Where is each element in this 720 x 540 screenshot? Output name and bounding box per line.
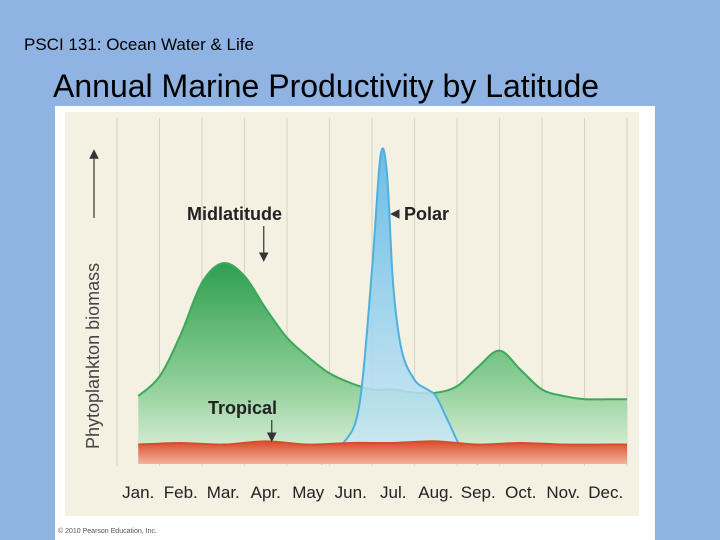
polar-area bbox=[321, 148, 479, 464]
x-tick-label: Sep. bbox=[461, 483, 496, 502]
copyright-text: © 2010 Pearson Education, Inc. bbox=[58, 528, 157, 535]
x-tick-label: May bbox=[292, 483, 325, 502]
midlatitude-area bbox=[138, 263, 627, 464]
x-tick-label: Jan. bbox=[122, 483, 154, 502]
x-tick-label: Aug. bbox=[418, 483, 453, 502]
y-axis-label: Phytoplankton biomass bbox=[83, 263, 103, 449]
tropical-area bbox=[138, 441, 627, 464]
x-tick-label: Apr. bbox=[251, 483, 281, 502]
figure: Jan. Feb. Mar. Apr. May Jun. Jul. Aug. Sep. Oct. N… bbox=[55, 106, 655, 540]
x-tick-label: Oct. bbox=[505, 483, 536, 502]
tropical-line bbox=[138, 440, 627, 446]
productivity-chart: Jan. Feb. Mar. Apr. May Jun. Jul. Aug. Sep. Oct. N… bbox=[65, 112, 639, 516]
x-tick-label: Jun. bbox=[335, 483, 367, 502]
course-label: PSCI 131: Ocean Water & Life bbox=[24, 35, 254, 54]
annotation-tropical: Tropical bbox=[208, 398, 277, 418]
polar-line bbox=[320, 147, 479, 465]
annotation-polar: Polar bbox=[404, 204, 449, 224]
annotation-midlatitude: Midlatitude bbox=[187, 204, 282, 224]
x-tick-label: Dec. bbox=[588, 483, 623, 502]
x-tick-label: Mar. bbox=[207, 483, 240, 502]
x-tick-label: Jul. bbox=[380, 483, 406, 502]
slide-title: Annual Marine Productivity by Latitude bbox=[53, 68, 600, 104]
x-tick-label: Nov. bbox=[546, 483, 580, 502]
x-tick-label: Feb. bbox=[164, 483, 198, 502]
